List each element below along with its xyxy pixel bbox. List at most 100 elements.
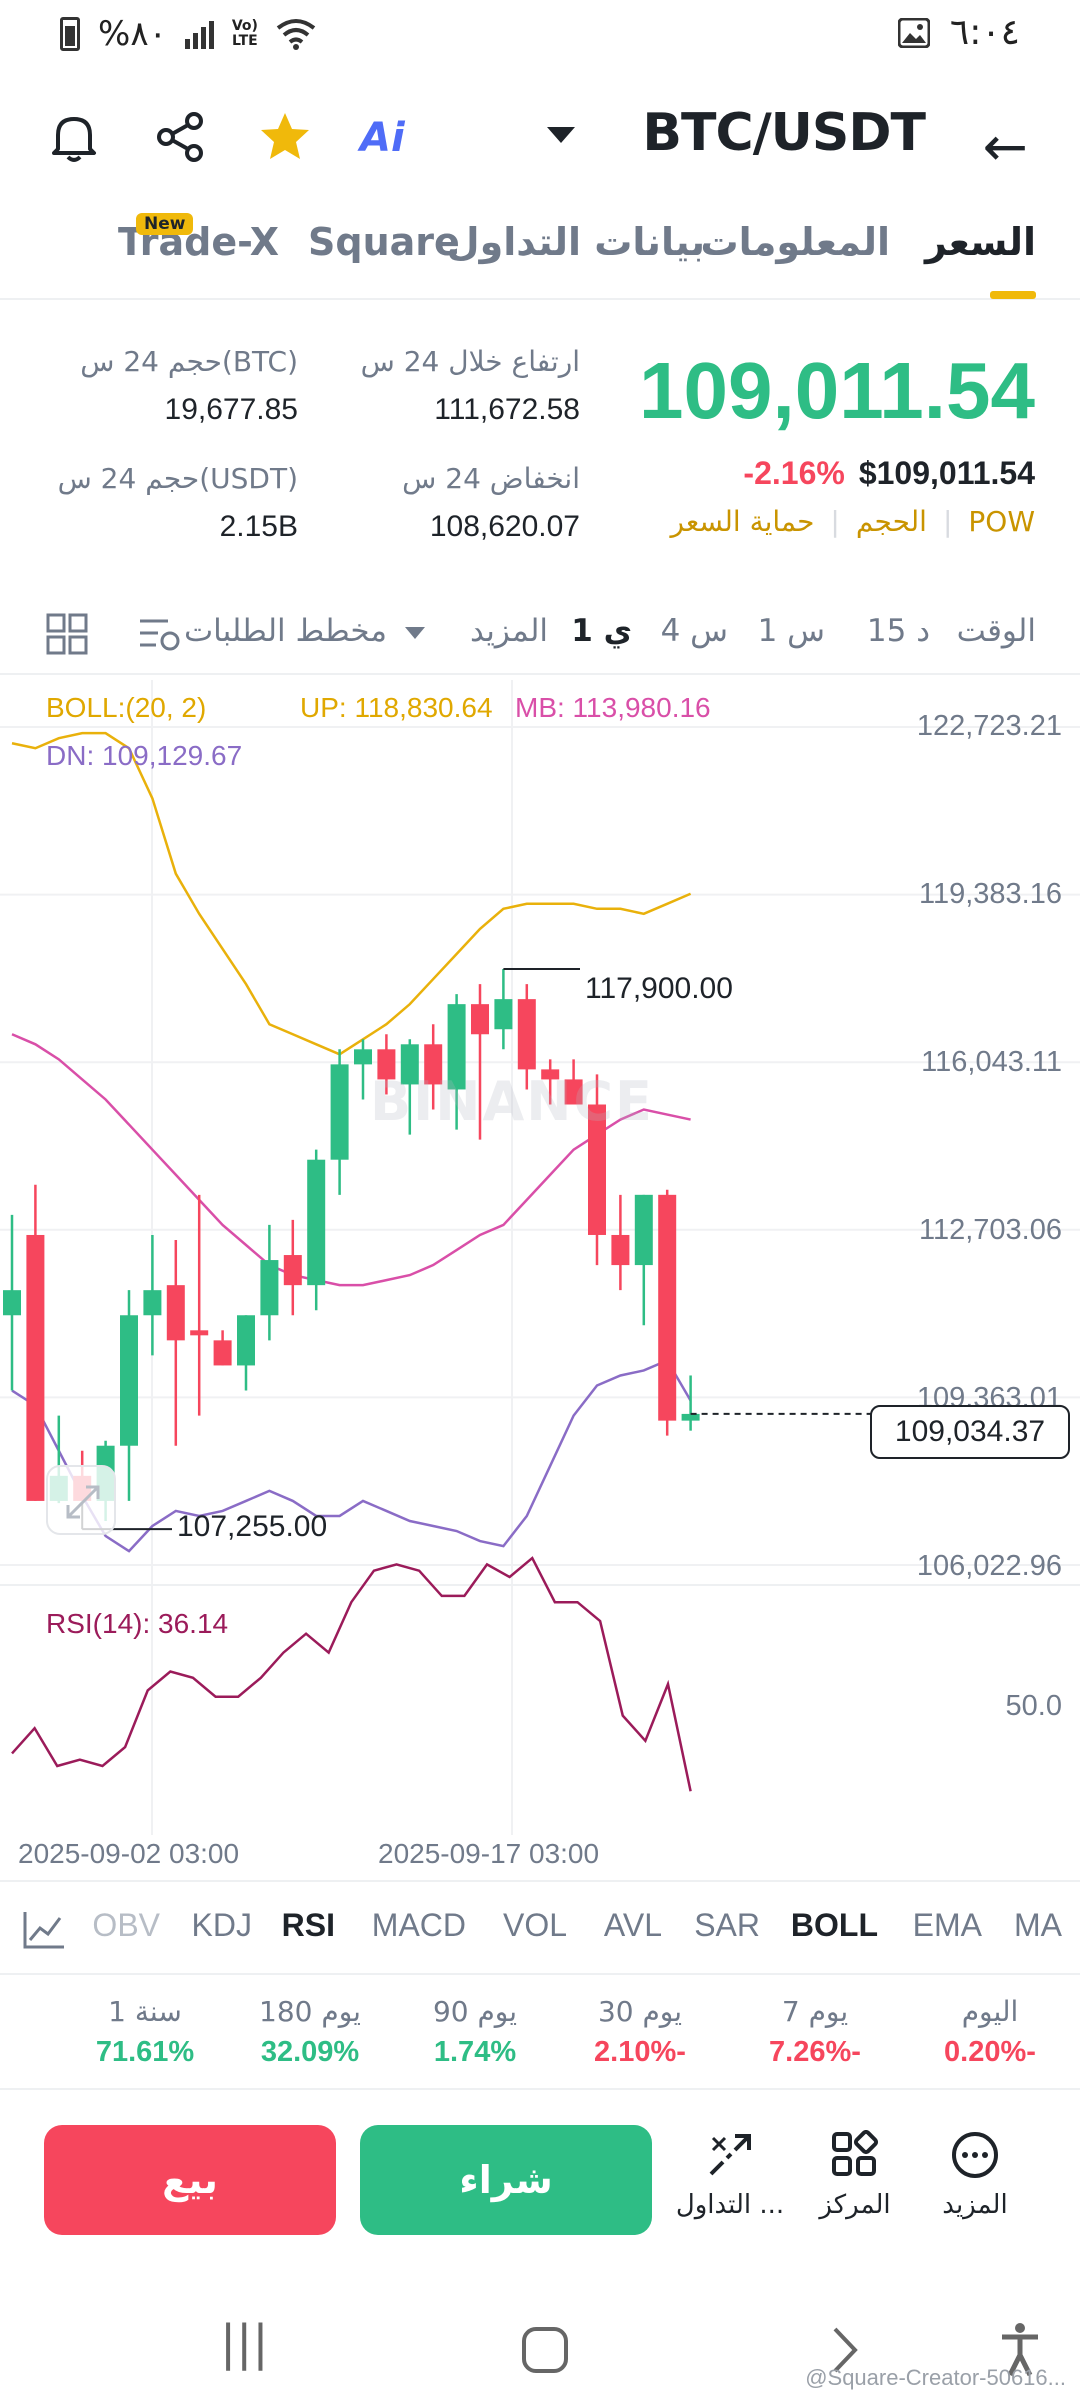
back-nav-icon[interactable]	[825, 2325, 865, 2375]
active-tab-indicator	[990, 291, 1036, 299]
performance-row: اليوم 0.20%- 7 يوم 7.26%- 30 يوم 2.10%- 90 …	[0, 1980, 1080, 2090]
expand-icon	[66, 1485, 100, 1519]
recent-apps-icon[interactable]: |||	[220, 2315, 269, 2371]
tf-1h[interactable]: 1 س	[757, 613, 825, 649]
binance-watermark: BINANCE	[370, 1070, 654, 1133]
price-tags: POW | الحجم | حماية السعر	[670, 505, 1035, 538]
candle-body	[354, 1049, 372, 1065]
boll-dn-legend: DN: 109,129.67	[46, 740, 243, 771]
tab-bar: السعر المعلومات بيانات التداول Square Tr…	[0, 205, 1080, 300]
indicator-boll[interactable]: BOLL	[790, 1907, 878, 1943]
candle-body	[166, 1285, 185, 1341]
tab-info[interactable]: المعلومات	[700, 220, 890, 264]
candle-body	[190, 1330, 209, 1336]
tag-volume[interactable]: الحجم	[855, 505, 927, 538]
tag-pow[interactable]: POW	[968, 505, 1035, 538]
indicator-rsi[interactable]: RSI	[281, 1907, 335, 1943]
candle-body	[611, 1234, 630, 1266]
header: Ai BTC/USDT ←	[0, 85, 1080, 195]
more-timeframes[interactable]: المزيد	[470, 613, 548, 649]
vol-btc-value: 19,677.85	[164, 393, 298, 426]
boll-up-legend: UP: 118,830.64	[300, 692, 493, 723]
favorite-star-icon[interactable]	[255, 107, 315, 167]
creator-credit: @Square-Creator-50616...	[805, 2365, 1066, 2390]
indicator-vol[interactable]: VOL	[502, 1907, 567, 1943]
more-dots-icon	[952, 2132, 998, 2178]
layout-grid-icon[interactable]	[46, 613, 88, 655]
candle-body	[658, 1194, 677, 1421]
current-price-tag: 109,034.37	[870, 1405, 1070, 1459]
buy-button[interactable]: شراء	[360, 2125, 652, 2235]
rsi-tick: 50.0	[1005, 1690, 1062, 1722]
indicator-kdj[interactable]: KDJ	[191, 1907, 252, 1943]
vol-btc-label: حجم 24 س(BTC)	[80, 345, 298, 378]
sell-button[interactable]: بيع	[44, 2125, 336, 2235]
candle-body	[330, 1064, 349, 1160]
tab-price[interactable]: السعر	[924, 220, 1036, 264]
vol-usdt-value: 2.15B	[219, 510, 298, 543]
price-chart[interactable]	[0, 680, 1080, 1880]
indicator-obv[interactable]: OBV	[92, 1907, 160, 1943]
indicator-ma[interactable]: MA	[1014, 1907, 1062, 1943]
share-icon[interactable]	[150, 107, 210, 167]
ai-assistant-icon[interactable]: Ai	[360, 115, 405, 161]
tf-15m[interactable]: 15 د	[866, 613, 930, 649]
boll-legend: BOLL:(20, 2)	[46, 692, 207, 723]
back-arrow-icon[interactable]: ←	[982, 115, 1028, 178]
indicator-avl[interactable]: AVL	[603, 1907, 662, 1943]
wifi-icon	[276, 19, 316, 50]
candle-body	[283, 1255, 302, 1286]
last-price: 109,011.54	[639, 346, 1035, 435]
trading-pair-title[interactable]: BTC/USDT	[642, 103, 926, 163]
indicator-row: MA EMA BOLL SAR AVL VOL MACD RSI KDJ OBV	[0, 1880, 1080, 1975]
tf-4h[interactable]: 4 س	[660, 613, 728, 649]
trade-arrow-icon	[709, 2134, 751, 2176]
battery-icon	[60, 17, 80, 51]
candle-body	[213, 1340, 232, 1366]
low-callout: 107,255.00	[177, 1510, 328, 1543]
candle-body	[400, 1044, 419, 1085]
timeframe-row: الوقت 15 د 1 س 4 س 1 ي المزيد مخطط الطلب…	[0, 595, 1080, 675]
status-bar: %٨٠ Vo) LTE ٦:٠٤	[0, 0, 1080, 70]
indicator-ema[interactable]: EMA	[912, 1907, 982, 1943]
y-tick: 119,383.16	[919, 878, 1062, 910]
tab-square[interactable]: Square	[308, 220, 460, 264]
more-caret-icon[interactable]	[405, 627, 425, 639]
candle-body	[517, 999, 536, 1070]
clock: ٦:٠٤	[949, 12, 1020, 53]
home-icon[interactable]	[520, 2325, 570, 2375]
high-callout: 117,900.00	[585, 972, 733, 1005]
indicator-sar[interactable]: SAR	[694, 1907, 760, 1943]
boll-mb-legend: MB: 113,980.16	[515, 692, 711, 723]
tab-trading-data[interactable]: بيانات التداول	[446, 220, 705, 264]
accessibility-icon[interactable]	[998, 2321, 1042, 2377]
orderbook-chart-link[interactable]: مخطط الطلبات	[183, 613, 387, 649]
gallery-icon	[897, 17, 930, 48]
candle-body	[237, 1315, 255, 1366]
position-button[interactable]: المركز	[800, 2129, 910, 2220]
indicator-macd[interactable]: MACD	[371, 1907, 466, 1943]
expand-chart-button[interactable]	[46, 1465, 116, 1535]
perf-90d: 90 يوم 1.74%	[432, 1995, 518, 2068]
candle-body	[681, 1413, 700, 1421]
candle-body	[307, 1159, 326, 1286]
more-button[interactable]: المزيد	[920, 2130, 1030, 2220]
perf-today: اليوم 0.20%-	[944, 1995, 1036, 2068]
tag-price-protection[interactable]: حماية السعر	[670, 505, 815, 538]
indicator-chart-icon[interactable]	[22, 1910, 66, 1950]
chart-settings-icon[interactable]	[138, 615, 182, 655]
position-grid-icon	[832, 2129, 879, 2176]
trade-bots-button[interactable]: التداول ...	[675, 2130, 785, 2220]
bell-icon[interactable]	[44, 107, 104, 167]
low-24h-value: 108,620.07	[429, 510, 580, 543]
vol-usdt-label: حجم 24 س(USDT)	[57, 462, 298, 495]
candle-body	[447, 1004, 466, 1090]
tf-1d[interactable]: 1 ي	[571, 613, 632, 649]
perf-1y: 1 سنة 71.61%	[95, 1995, 195, 2068]
low-24h-label: انخفاض 24 س	[402, 462, 580, 495]
pair-dropdown-caret-icon[interactable]	[547, 127, 575, 143]
candle-body	[471, 1004, 489, 1035]
time-label[interactable]: الوقت	[956, 613, 1036, 649]
candle-body	[541, 1069, 560, 1080]
high-24h-value: 111,672.58	[434, 393, 580, 426]
